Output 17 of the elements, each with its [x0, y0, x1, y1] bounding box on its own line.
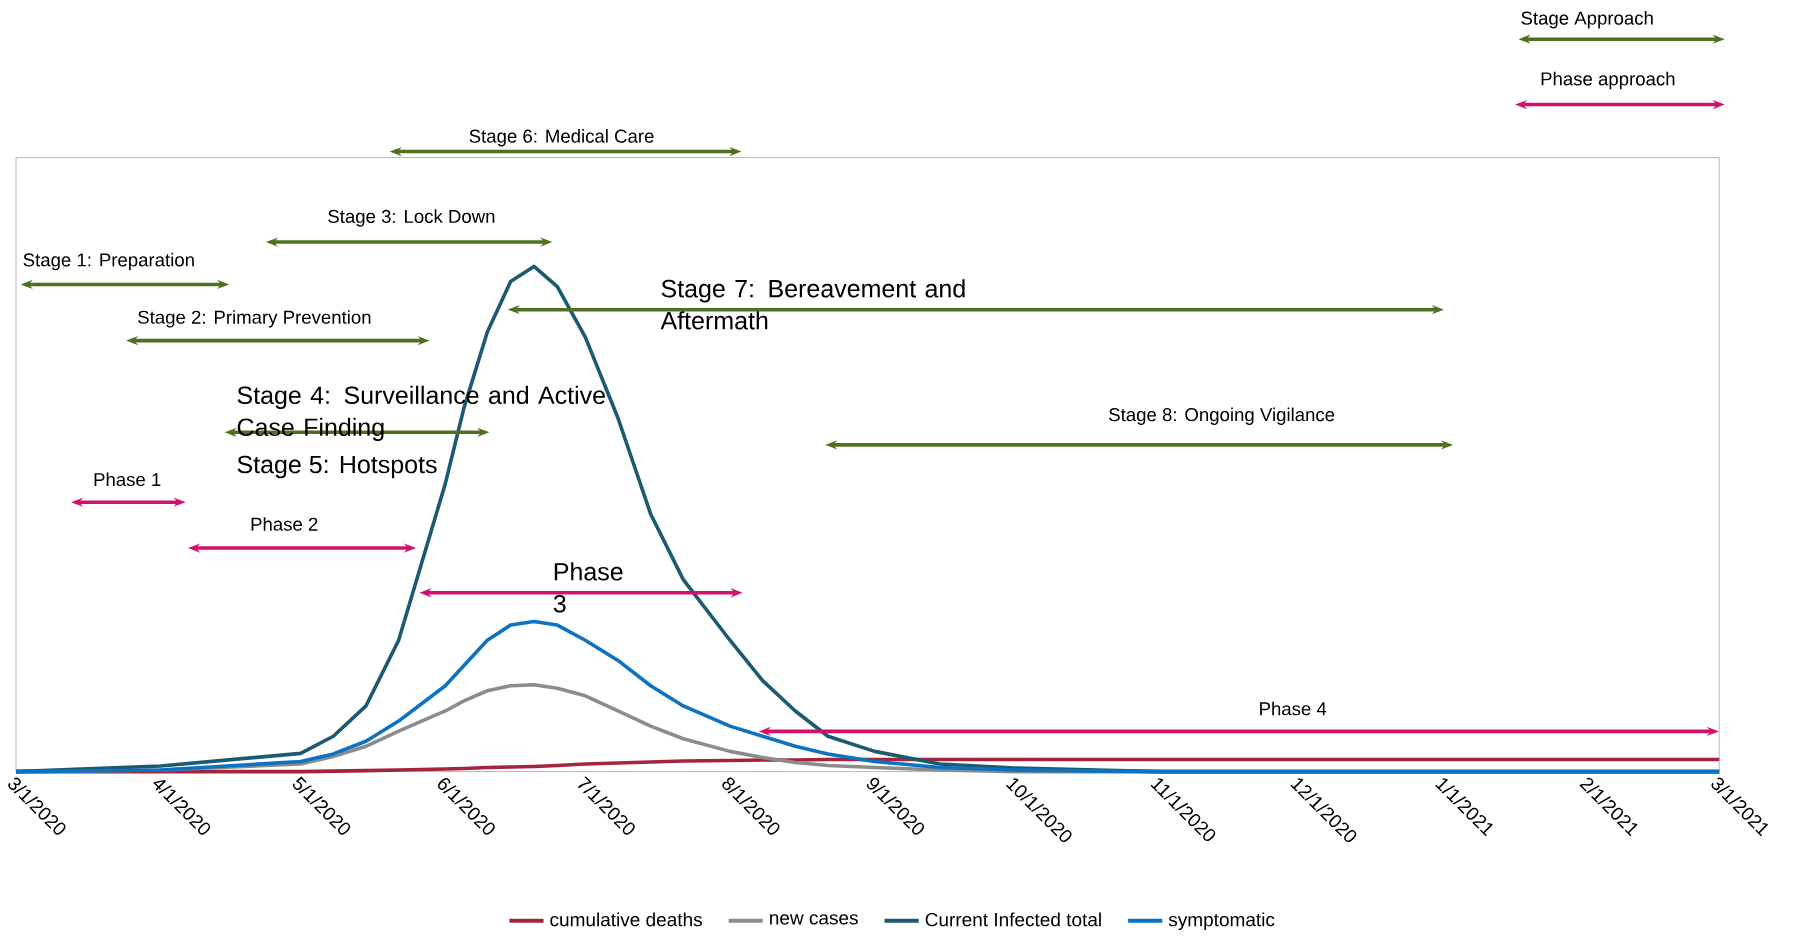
legend-label: symptomatic: [1168, 912, 1275, 931]
annotation: Phase 1: [94, 472, 161, 487]
legend-label: new cases: [770, 914, 858, 925]
text: Stage 6: Medical Care: [469, 129, 654, 147]
annotation: Phase 3: [553, 562, 623, 613]
text: Phase approach: [1541, 71, 1675, 90]
text: Stage 3: Lock Down: [328, 209, 495, 227]
legend-label: cumulative deaths: [550, 912, 702, 927]
annotation: Stage 7: Bereavement and Aftermath: [660, 279, 965, 330]
text: Stage Approach: [1521, 11, 1653, 29]
annotation: Stage 2: Primary Prevention: [138, 310, 371, 328]
legend-label: Current Infected total: [925, 912, 1101, 927]
annotation: Stage 8: Ongoing Vigilance: [1109, 407, 1335, 425]
annotation: Stage 5: Hotspots: [237, 455, 437, 479]
annotation: Phase 2: [251, 517, 318, 531]
annotation: Phase 4: [1260, 701, 1327, 716]
annotation: Stage 1: Preparation: [23, 252, 194, 271]
